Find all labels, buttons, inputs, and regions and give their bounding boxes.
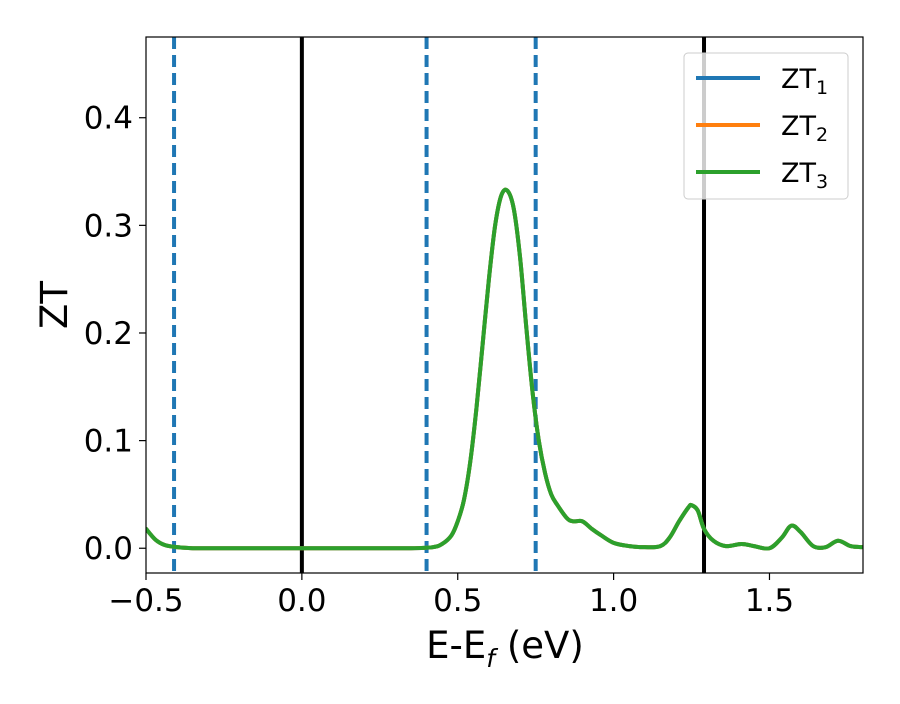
x-axis-ticks: −0.5 0.0 0.5 1.0 1.5 bbox=[108, 573, 794, 619]
y-axis-ticks: 0.0 0.1 0.2 0.3 0.4 bbox=[84, 101, 146, 567]
x-tick-label: 1.0 bbox=[589, 583, 638, 619]
legend-box bbox=[683, 52, 849, 200]
x-tick-label: −0.5 bbox=[108, 583, 183, 619]
x-tick-label: 0.0 bbox=[277, 583, 326, 619]
x-axis-title-main: E-E bbox=[426, 624, 486, 667]
legend-label-zt3: ZT3 bbox=[781, 158, 828, 193]
y-tick-label: 0.0 bbox=[84, 531, 133, 567]
legend: ZT1 ZT2 ZT3 bbox=[683, 52, 849, 200]
y-axis-title: ZT bbox=[33, 281, 76, 329]
series-lines bbox=[146, 187, 863, 551]
legend-label-zt2: ZT2 bbox=[781, 111, 828, 146]
legend-entries: ZT1 ZT2 ZT3 bbox=[696, 64, 828, 193]
x-tick-label: 1.5 bbox=[745, 583, 794, 619]
x-axis-title: E-Ef (eV) bbox=[426, 624, 584, 673]
x-tick-label: 0.5 bbox=[433, 583, 482, 619]
legend-label-zt1: ZT1 bbox=[781, 64, 828, 99]
x-axis-title-unit: (eV) bbox=[495, 624, 584, 667]
y-tick-label: 0.1 bbox=[84, 424, 133, 460]
plot-frame bbox=[145, 36, 864, 574]
y-tick-label: 0.3 bbox=[84, 208, 133, 244]
series-line-zt3 bbox=[146, 187, 863, 551]
y-tick-label: 0.4 bbox=[84, 101, 133, 137]
y-tick-label: 0.2 bbox=[84, 316, 133, 352]
